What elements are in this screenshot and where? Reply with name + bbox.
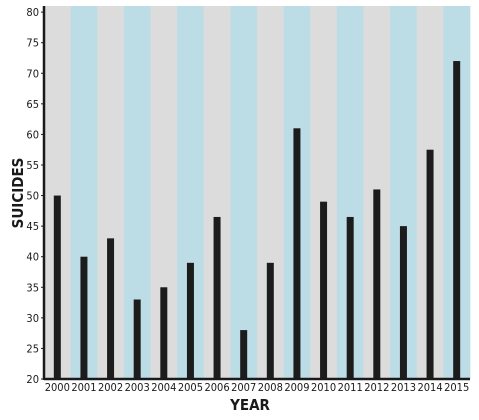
x-tick-label: 2012	[364, 381, 389, 394]
y-tick-label: 55	[26, 159, 39, 172]
bar-2009	[293, 128, 301, 379]
bar-2004	[160, 287, 168, 379]
bar-2003	[133, 299, 141, 379]
y-tick-labels: 20 25 30 35 40 45 50 55 60 65 70 75 80	[26, 6, 39, 386]
bar-2012	[373, 189, 381, 379]
x-tick-label: 2001	[71, 381, 96, 394]
y-tick-label: 30	[26, 312, 39, 325]
x-tick-label: 2015	[444, 381, 469, 394]
x-tick-label: 2013	[391, 381, 416, 394]
x-tick-label: 2006	[204, 381, 229, 394]
bar-2015	[453, 61, 461, 380]
bar-2005	[186, 262, 194, 379]
y-tick-label: 40	[26, 251, 39, 264]
bar-2002	[107, 238, 115, 379]
x-tick-label: 2000	[45, 381, 70, 394]
x-tick-label: 2008	[258, 381, 283, 394]
bar-2013	[399, 226, 407, 379]
y-tick-label: 75	[26, 37, 39, 50]
column-band	[230, 6, 258, 379]
y-axis-title: SUICIDES	[9, 158, 27, 229]
x-tick-label: 2005	[178, 381, 203, 394]
bar-2011	[346, 216, 354, 379]
x-tick-label: 2003	[125, 381, 150, 394]
x-tick-label: 2014	[417, 381, 442, 394]
bar-2006	[213, 216, 221, 379]
y-tick-label: 60	[26, 128, 39, 141]
x-tick-label: 2007	[231, 381, 256, 394]
x-tick-label: 2004	[151, 381, 176, 394]
bars	[53, 61, 461, 380]
x-tick-label: 2009	[284, 381, 309, 394]
y-tick-label: 50	[26, 190, 39, 203]
y-tick-label: 25	[26, 342, 39, 355]
y-tick-label: 35	[26, 281, 39, 294]
y-tick-label: 45	[26, 220, 39, 233]
axes	[41, 6, 470, 381]
x-tick-label: 2010	[311, 381, 336, 394]
y-tick-label: 65	[26, 98, 39, 111]
x-tick-labels: 2000 2001 2002 2003 2004 2005 2006 2007 2008 2009…	[45, 381, 470, 394]
y-tick-label: 80	[26, 6, 39, 19]
bar-2014	[426, 149, 434, 379]
x-axis-title: YEAR	[229, 396, 270, 414]
x-tick-label: 2011	[338, 381, 363, 394]
x-tick-label: 2002	[98, 381, 123, 394]
bar-2010	[320, 201, 328, 379]
bar-2001	[80, 256, 88, 379]
bar-2008	[266, 262, 274, 379]
y-tick-label: 20	[26, 373, 39, 386]
y-tick-label: 70	[26, 67, 39, 80]
bar-2007	[240, 330, 248, 379]
bar-2000	[53, 195, 61, 379]
